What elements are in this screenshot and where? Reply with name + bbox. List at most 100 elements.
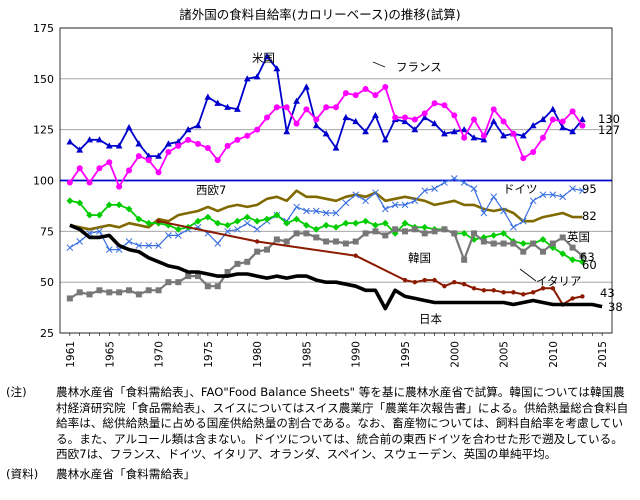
data-point: [569, 185, 576, 192]
data-point: [342, 240, 349, 247]
data-point: [519, 240, 527, 247]
data-point: [105, 201, 113, 209]
data-point: [381, 219, 389, 227]
series-label-英国: 英国: [567, 230, 590, 244]
data-point: [66, 179, 73, 186]
data-point: [155, 169, 162, 176]
data-point: [283, 104, 290, 111]
data-point: [500, 240, 507, 247]
data-point: [76, 165, 83, 172]
data-point: [460, 126, 468, 133]
data-point: [392, 226, 399, 233]
data-point: [490, 193, 498, 201]
data-point: [135, 291, 142, 298]
data-point: [432, 277, 437, 283]
series-label-ドイツ: ドイツ: [503, 182, 538, 196]
data-point: [352, 238, 359, 245]
data-point: [352, 117, 360, 125]
data-point: [441, 179, 448, 186]
data-point: [76, 199, 84, 207]
data-point: [540, 286, 546, 291]
data-point: [253, 217, 261, 225]
data-point: [549, 116, 556, 123]
data-point: [519, 217, 527, 225]
data-point: [234, 260, 241, 267]
data-point: [283, 219, 291, 227]
data-point: [303, 207, 310, 215]
data-point: [106, 289, 113, 296]
data-point: [470, 134, 478, 141]
data-point: [421, 113, 429, 121]
data-point: [293, 203, 300, 211]
data-point: [500, 229, 507, 237]
data-point: [293, 230, 300, 237]
data-point: [539, 236, 547, 243]
y-tick-label: 25: [40, 327, 54, 340]
data-point: [401, 117, 409, 125]
series-line-日本: [69, 223, 603, 311]
data-point: [243, 75, 251, 82]
data-point: [391, 201, 399, 209]
data-point: [470, 236, 478, 243]
data-point: [175, 279, 182, 286]
source-head: (資料): [6, 466, 39, 481]
data-point: [529, 122, 537, 129]
data-point: [501, 290, 506, 295]
data-point: [471, 116, 477, 123]
data-point: [254, 126, 261, 133]
data-point: [362, 86, 369, 92]
data-point: [401, 219, 409, 227]
data-point: [135, 215, 143, 223]
data-point: [263, 52, 271, 60]
data-point: [243, 219, 251, 227]
data-point: [155, 242, 162, 249]
data-point: [323, 104, 330, 111]
data-point: [96, 287, 103, 294]
data-point: [490, 106, 497, 113]
data-point: [322, 209, 330, 217]
data-point: [490, 232, 498, 239]
series-line-西欧7: [69, 189, 583, 231]
data-point: [106, 159, 113, 166]
data-point: [174, 225, 182, 233]
data-point: [510, 240, 517, 247]
data-point: [372, 221, 379, 229]
data-point: [342, 113, 350, 121]
data-point: [539, 115, 547, 123]
x-tick-label: 2000: [449, 341, 461, 368]
y-tick-label: 175: [33, 22, 54, 35]
x-tick-label: 2010: [548, 341, 560, 368]
data-point: [332, 144, 340, 151]
series-label-西欧7: 西欧7: [196, 183, 226, 197]
x-tick-label: 1975: [203, 341, 215, 368]
end-value-label: 82: [582, 209, 597, 223]
end-value-label: 130: [598, 112, 620, 126]
data-point: [145, 242, 153, 249]
x-tick-label: 1961: [65, 341, 77, 368]
data-point: [549, 105, 557, 112]
data-point: [293, 215, 300, 223]
data-point: [322, 130, 330, 137]
data-point: [312, 207, 320, 215]
data-point: [283, 238, 290, 245]
data-point: [510, 223, 517, 231]
y-tick-label: 75: [40, 225, 54, 238]
x-tick-label: 1990: [351, 341, 363, 368]
series-label-日本: 日本: [419, 312, 442, 326]
data-point: [352, 219, 360, 227]
data-point: [559, 193, 567, 201]
data-point: [411, 126, 419, 133]
data-point: [125, 205, 133, 213]
data-point: [86, 211, 93, 219]
data-point: [579, 252, 586, 259]
y-tick-label: 150: [33, 73, 54, 86]
source-text: 農林水産省「食料需給表」: [56, 466, 196, 481]
data-point: [86, 136, 93, 143]
data-point: [116, 183, 123, 190]
data-point: [559, 250, 567, 258]
data-point: [174, 138, 182, 145]
y-tick-label: 50: [40, 276, 54, 289]
data-point: [273, 65, 281, 72]
data-point: [490, 117, 498, 125]
data-point: [76, 238, 84, 245]
